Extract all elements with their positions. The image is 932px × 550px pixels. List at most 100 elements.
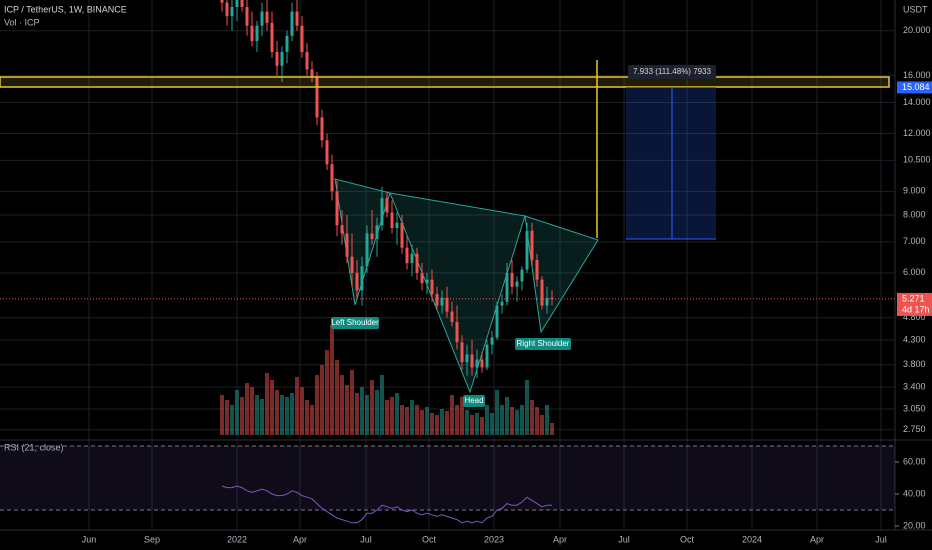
candle-body — [530, 230, 534, 260]
volume-bar — [530, 400, 534, 435]
rsi-band — [0, 446, 895, 510]
y-tick-label: 6.000 — [903, 267, 926, 277]
y-tick-label: 16.000 — [903, 70, 931, 80]
measure-label: 7.933 (111.48%) 7933 — [633, 67, 712, 76]
candle-body — [535, 259, 539, 280]
y-tick-label: 3.400 — [903, 381, 926, 391]
annotation: Left Shoulder — [331, 318, 379, 327]
volume-bar — [320, 365, 324, 435]
volume-bar — [430, 413, 434, 435]
volume-bar — [490, 413, 494, 435]
volume-bar — [440, 409, 444, 435]
annotation-box — [463, 395, 485, 407]
volume-bar — [345, 385, 349, 435]
volume-bar — [220, 395, 224, 435]
candle-body — [500, 301, 504, 306]
volume-bar — [465, 410, 469, 435]
y-tick-label: 12.000 — [903, 128, 931, 138]
candle-body — [425, 279, 429, 284]
candle-body — [515, 281, 519, 287]
y-tick-label: 20.000 — [903, 25, 931, 35]
annotation: Right Shoulder — [517, 339, 570, 348]
candle-body — [250, 25, 254, 42]
volume-bar — [460, 397, 464, 435]
candle-body — [220, 0, 224, 3]
candle-body — [230, 7, 234, 17]
candle-body — [470, 354, 474, 368]
chart-title: ICP / TetherUS, 1W, BINANCE — [4, 4, 127, 14]
candle-body — [465, 354, 469, 363]
candle-body — [370, 233, 374, 240]
volume-bar — [545, 405, 549, 435]
candle-body — [280, 51, 284, 66]
x-tick-label: 2023 — [484, 534, 504, 544]
candle-body — [295, 11, 299, 26]
countdown: 4d 17h — [902, 304, 930, 314]
volume-bar — [395, 393, 399, 435]
candle-body — [315, 76, 319, 118]
volume-bar — [350, 370, 354, 435]
candle-body — [405, 247, 409, 264]
volume-bar — [300, 387, 304, 435]
y-tick-label: 3.050 — [903, 403, 926, 413]
rsi-title: RSI (21, close) — [4, 442, 64, 452]
candle-body — [430, 279, 434, 295]
volume-bar — [260, 399, 264, 435]
plot — [220, 0, 599, 435]
candle-body — [255, 25, 259, 42]
y-tick-label: 14.000 — [903, 97, 931, 107]
volume-bar — [275, 390, 279, 435]
candle-body — [260, 11, 264, 26]
candle-body — [345, 233, 349, 257]
volume-bar — [525, 380, 529, 435]
volume-bar — [270, 380, 274, 435]
candle-body — [445, 297, 449, 312]
annotation: Head — [464, 396, 483, 405]
y-tick-label: 4.300 — [903, 334, 926, 344]
x-tick-label: Oct — [422, 534, 437, 544]
volume-bar — [380, 375, 384, 435]
candle-body — [335, 191, 339, 226]
x-tick-label: Oct — [680, 534, 695, 544]
volume-bar — [355, 393, 359, 435]
x-tick-label: Apr — [293, 534, 307, 544]
candle-body — [310, 69, 314, 77]
candle-body — [380, 198, 384, 226]
target-price: 15.084 — [902, 82, 930, 92]
candle-body — [305, 51, 309, 70]
candle-body — [265, 11, 269, 23]
volume-bar — [485, 405, 489, 435]
volume-bar — [540, 415, 544, 435]
volume-bar — [250, 387, 254, 435]
candle-body — [320, 117, 324, 141]
last-price-box — [897, 292, 932, 316]
x-tick-label: Jul — [875, 534, 887, 544]
candle-body — [270, 22, 274, 52]
volume-bar — [450, 395, 454, 435]
volume-bar — [285, 397, 289, 435]
volume-bar — [445, 411, 449, 435]
volume-bar — [265, 373, 269, 435]
volume-bar — [425, 407, 429, 435]
volume-bar — [495, 390, 499, 435]
y-tick-label: 3.800 — [903, 359, 926, 369]
volume-bar — [455, 405, 459, 435]
candle-body — [410, 253, 414, 264]
x-tick-label: Apr — [810, 534, 824, 544]
candle-body — [300, 25, 304, 52]
measure-label-box — [628, 65, 716, 79]
volume-bar — [535, 407, 539, 435]
candle-body — [540, 279, 544, 306]
candle-body — [330, 164, 334, 192]
candle-body — [435, 294, 439, 306]
volume-bar — [435, 415, 439, 435]
candle-body — [440, 297, 444, 306]
candle-body — [375, 225, 379, 240]
candle-body — [510, 272, 514, 287]
volume-bar — [290, 393, 294, 435]
y-tick-label: 8.000 — [903, 209, 926, 219]
subtitle: Vol · ICP — [4, 17, 40, 27]
candle-body — [475, 359, 479, 368]
